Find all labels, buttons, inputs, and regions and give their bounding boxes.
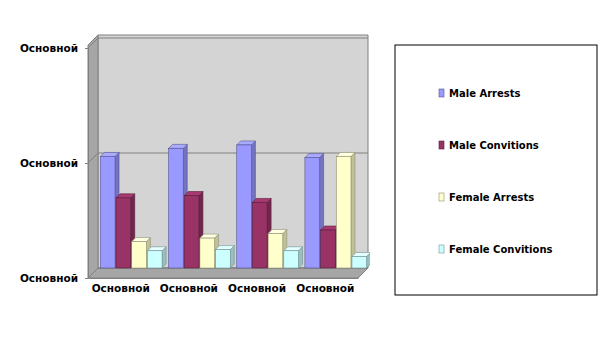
- bar-group: [216, 246, 235, 268]
- tick-mark: [85, 278, 88, 279]
- bar-top: [284, 247, 303, 251]
- bar-top: [305, 154, 324, 158]
- bar-group: [284, 247, 303, 268]
- walls: [88, 35, 368, 278]
- bar: [237, 145, 252, 268]
- grid-line: [88, 38, 368, 48]
- bar: [200, 238, 215, 268]
- tick-label: Основной: [160, 282, 218, 294]
- legend-box: [395, 45, 597, 295]
- bar: [284, 251, 299, 268]
- tick: Основной: [296, 278, 354, 294]
- y-axis: Основной Основной Основной: [20, 42, 89, 284]
- back-wall: [98, 35, 368, 268]
- legend-label: Female Arrests: [449, 192, 534, 203]
- legend: Male Arrests Male Convitions Female Arrest…: [395, 45, 597, 295]
- legend-swatch: [439, 245, 444, 253]
- legend-label: Male Convitions: [449, 140, 539, 151]
- tick-mark: [85, 163, 88, 164]
- bar: [169, 148, 184, 268]
- bar-top: [147, 247, 166, 251]
- tick-label: Основной: [296, 282, 354, 294]
- bar: [321, 230, 336, 268]
- bar-top: [216, 246, 235, 250]
- grid-line: [88, 153, 368, 163]
- bar: [252, 202, 267, 268]
- side-wall: [88, 35, 98, 278]
- tick-label: Основной: [20, 272, 78, 284]
- bar-top: [268, 230, 287, 234]
- bar: [305, 158, 320, 268]
- tick-label: Основной: [20, 42, 78, 54]
- x-axis: Основной Основной Основной Основной: [89, 278, 359, 294]
- bar-top: [169, 144, 188, 148]
- legend-label: Female Convitions: [449, 244, 553, 255]
- tick-label: Основной: [20, 157, 78, 169]
- bar-group: [336, 152, 355, 268]
- bar-top: [200, 234, 219, 238]
- bar-top: [132, 238, 151, 242]
- floor: [88, 268, 368, 278]
- bar: [268, 234, 283, 269]
- tick-label: Основной: [228, 282, 286, 294]
- bar: [336, 156, 351, 268]
- axis-line: [89, 278, 359, 279]
- bar-top: [252, 198, 271, 202]
- bar: [184, 196, 199, 268]
- legend-swatch: [439, 89, 444, 97]
- tick: Основной: [160, 278, 218, 294]
- bar-top: [184, 192, 203, 196]
- axis-line: [88, 49, 89, 279]
- legend-swatch: [439, 193, 444, 201]
- tick-mark: [85, 48, 88, 49]
- bar-group: [147, 247, 166, 268]
- legend-swatch: [439, 141, 444, 149]
- bar-top: [100, 152, 119, 156]
- tick: Основной: [92, 278, 150, 294]
- bar-side: [351, 152, 355, 268]
- bar: [352, 257, 367, 269]
- tick: Основной: [20, 272, 88, 284]
- tick: Основной: [20, 42, 88, 54]
- bar-top: [352, 253, 370, 257]
- legend-label: Male Arrests: [449, 88, 521, 99]
- bar: [100, 156, 115, 268]
- bar: [147, 251, 162, 268]
- grid: [88, 38, 368, 278]
- bar-top: [237, 141, 256, 145]
- grid-line: [88, 268, 368, 278]
- bar-group: [352, 253, 370, 269]
- tick: Основной: [228, 278, 286, 294]
- bar: [132, 242, 147, 268]
- tick: Основной: [20, 157, 88, 169]
- bars: [100, 141, 370, 268]
- bar-top: [116, 194, 135, 198]
- bar: [116, 198, 131, 268]
- chart: ОсновнойОсновнойОсновнойОсновнойОсновной…: [0, 0, 605, 340]
- tick-label: Основной: [92, 282, 150, 294]
- bar: [216, 250, 231, 268]
- bar-top: [336, 152, 355, 156]
